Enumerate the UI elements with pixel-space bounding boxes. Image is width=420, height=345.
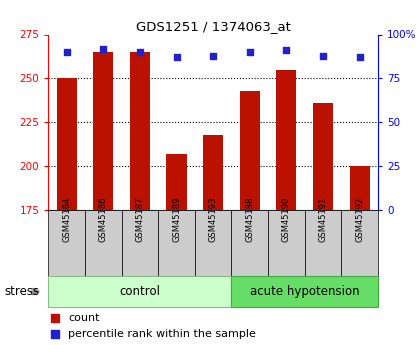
Bar (166, 154, 186, 210)
Text: GSM45188: GSM45188 (245, 196, 254, 242)
Text: acute hypotension: acute hypotension (250, 285, 360, 298)
Text: count: count (68, 313, 100, 323)
Point (210, 53, 217, 58)
Point (52, 315, 58, 321)
Point (52, 332, 58, 337)
Point (136, 49, 143, 55)
Bar (130, 52, 150, 210)
Text: GSM45190: GSM45190 (282, 197, 291, 242)
Bar (268, 210, 305, 276)
Bar (349, 166, 370, 210)
Point (100, 46, 107, 51)
Text: GSM45186: GSM45186 (99, 196, 108, 242)
Text: GSM45187: GSM45187 (135, 196, 144, 242)
Point (356, 55, 363, 60)
Bar (48, 210, 85, 276)
Bar (121, 210, 158, 276)
Bar (93, 52, 113, 210)
Bar (203, 135, 223, 210)
Bar (195, 210, 231, 276)
Text: stress: stress (4, 285, 39, 298)
Bar (240, 91, 260, 210)
Text: GSM45193: GSM45193 (209, 197, 218, 242)
Text: percentile rank within the sample: percentile rank within the sample (68, 329, 256, 339)
Point (247, 49, 253, 55)
Title: GDS1251 / 1374063_at: GDS1251 / 1374063_at (136, 20, 291, 33)
Bar (158, 210, 195, 276)
Bar (57, 79, 77, 210)
Point (283, 48, 290, 53)
Bar (305, 210, 341, 276)
Text: control: control (119, 285, 160, 298)
Bar (313, 103, 333, 210)
Bar (48, 276, 231, 307)
Bar (231, 276, 378, 307)
Point (320, 53, 326, 58)
Bar (231, 210, 268, 276)
Bar (341, 210, 378, 276)
Bar (85, 210, 121, 276)
Text: GSM45184: GSM45184 (62, 197, 71, 242)
Point (63, 49, 70, 55)
Text: GSM45192: GSM45192 (355, 197, 364, 242)
Text: GSM45191: GSM45191 (318, 197, 328, 242)
Bar (276, 70, 297, 210)
Point (173, 55, 180, 60)
Text: GSM45189: GSM45189 (172, 197, 181, 242)
